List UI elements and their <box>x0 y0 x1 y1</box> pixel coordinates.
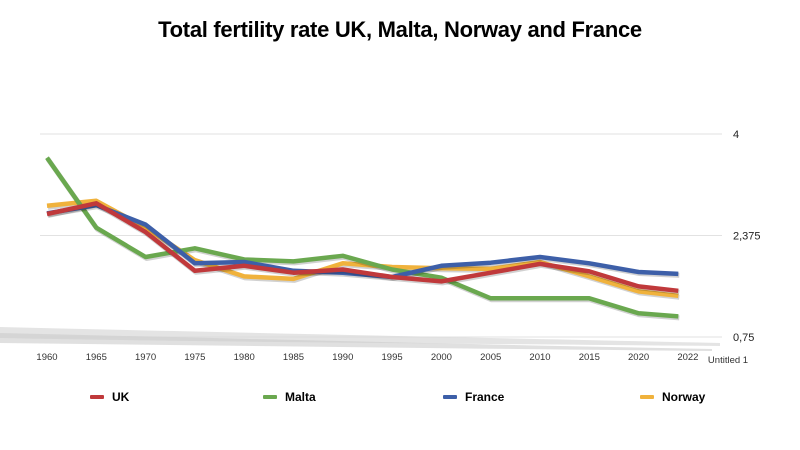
series-line-shadow-malta <box>45 157 680 321</box>
legend-item-norway: Norway <box>640 390 705 404</box>
x-tick-label: 1980 <box>234 352 255 363</box>
legend-swatch-norway <box>640 395 654 399</box>
legend-swatch-france <box>443 395 457 399</box>
legend-item-malta: Malta <box>263 390 316 404</box>
series-line-norway <box>46 198 679 299</box>
legend-label-france: France <box>465 390 505 404</box>
x-tick-label: 1970 <box>135 352 156 363</box>
floor-shadow <box>0 327 720 346</box>
series-line-shadow-uk <box>47 202 680 295</box>
y-tick-label: 4 <box>733 129 739 141</box>
legend-label-malta: Malta <box>285 390 316 404</box>
x-tick-label: 2005 <box>480 352 501 363</box>
x-tick-label: 2015 <box>579 352 600 363</box>
series-line-uk <box>46 201 679 294</box>
x-tick-label: 2010 <box>529 352 550 363</box>
y-tick-label: 2,375 <box>733 231 761 243</box>
x-tick-label-extra: Untitled 1 <box>708 355 748 366</box>
y-tick-label: 0,75 <box>733 332 754 344</box>
x-tick-label: 2000 <box>431 352 452 363</box>
x-tick-label: 1985 <box>283 352 304 363</box>
legend-label-norway: Norway <box>662 390 706 404</box>
x-tick-label: 2020 <box>628 352 649 363</box>
x-tick-label: 2022 <box>677 352 698 363</box>
x-tick-label: 1960 <box>36 352 57 363</box>
legend-swatch-malta <box>263 395 277 399</box>
legend-item-france: France <box>443 390 504 404</box>
legend-label-uk: UK <box>112 390 130 404</box>
x-tick-label: 1990 <box>332 352 353 363</box>
series-line-shadow-norway <box>47 199 680 300</box>
x-tick-label: 1975 <box>184 352 205 363</box>
x-tick-label: 1995 <box>382 352 403 363</box>
series-line-malta <box>45 156 679 319</box>
legend-swatch-uk <box>90 395 104 399</box>
x-tick-label: 1965 <box>86 352 107 363</box>
chart-title: Total fertility rate UK, Malta, Norway a… <box>158 17 642 42</box>
floor-shadow <box>0 333 712 351</box>
legend-item-uk: UK <box>90 390 129 404</box>
